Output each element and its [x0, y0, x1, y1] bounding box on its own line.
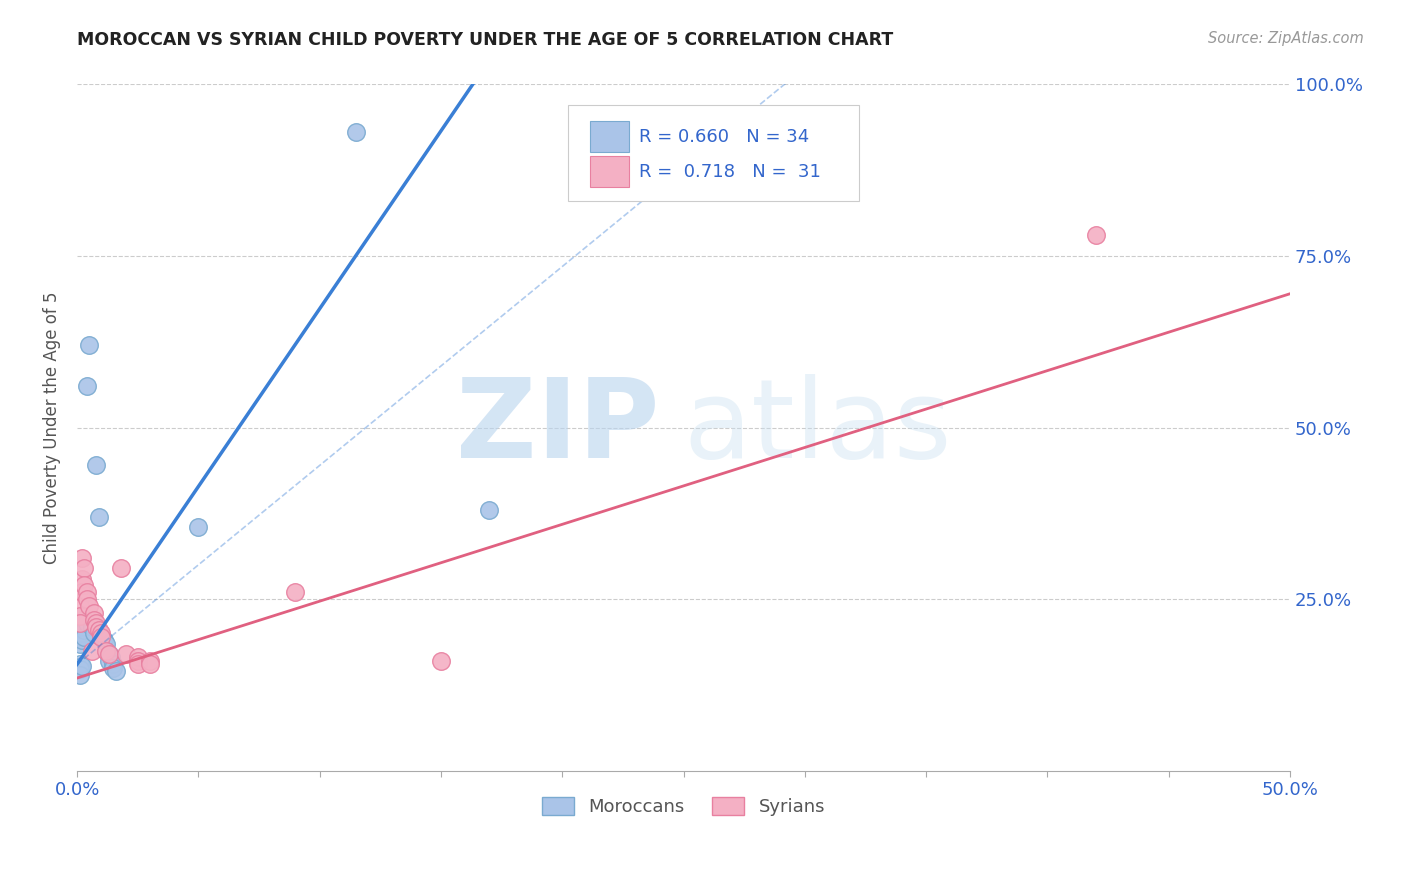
- Point: [73, 623, 96, 637]
- Point: [70, 633, 93, 648]
- Point: [90, 630, 112, 644]
- Text: ZIP: ZIP: [456, 374, 659, 481]
- Point: [76, 616, 98, 631]
- Point: [76, 585, 98, 599]
- Point: [97, 647, 120, 661]
- Point: [139, 654, 162, 668]
- Point: [127, 654, 149, 668]
- Point: [97, 647, 120, 661]
- Point: [76, 592, 98, 607]
- Point: [69, 630, 91, 644]
- Point: [69, 599, 91, 613]
- Point: [86, 619, 108, 633]
- Point: [1084, 228, 1107, 243]
- Point: [344, 126, 367, 140]
- Point: [70, 659, 93, 673]
- Point: [69, 667, 91, 681]
- Point: [70, 585, 93, 599]
- Point: [86, 458, 108, 473]
- Point: [90, 626, 112, 640]
- Point: [114, 647, 136, 661]
- Point: [104, 664, 127, 678]
- Point: [69, 616, 91, 631]
- Point: [69, 609, 91, 624]
- Legend: Moroccans, Syrians: Moroccans, Syrians: [534, 789, 832, 823]
- Point: [69, 616, 91, 631]
- Point: [96, 637, 118, 651]
- Point: [127, 657, 149, 672]
- Point: [478, 503, 501, 517]
- Point: [70, 572, 93, 586]
- Point: [69, 637, 91, 651]
- Point: [103, 661, 125, 675]
- Point: [73, 578, 96, 592]
- FancyBboxPatch shape: [591, 120, 628, 153]
- Point: [83, 613, 105, 627]
- Text: atlas: atlas: [683, 374, 952, 481]
- Point: [80, 619, 103, 633]
- Text: R =  0.718   N =  31: R = 0.718 N = 31: [638, 162, 821, 180]
- FancyBboxPatch shape: [568, 105, 859, 201]
- Text: R = 0.660   N = 34: R = 0.660 N = 34: [638, 128, 808, 145]
- Point: [73, 613, 96, 627]
- Point: [70, 609, 93, 624]
- Point: [73, 561, 96, 575]
- Point: [70, 551, 93, 566]
- Point: [73, 630, 96, 644]
- Point: [69, 662, 91, 676]
- Point: [93, 633, 115, 648]
- Point: [86, 616, 108, 631]
- Point: [83, 626, 105, 640]
- Point: [87, 509, 110, 524]
- Y-axis label: Child Poverty Under the Age of 5: Child Poverty Under the Age of 5: [44, 292, 60, 564]
- Point: [77, 599, 100, 613]
- Point: [110, 561, 132, 575]
- Point: [96, 643, 118, 657]
- Point: [70, 619, 93, 633]
- FancyBboxPatch shape: [591, 156, 628, 187]
- Point: [70, 626, 93, 640]
- Point: [430, 654, 453, 668]
- Point: [69, 657, 91, 672]
- Point: [103, 657, 125, 672]
- Point: [96, 643, 118, 657]
- Point: [100, 650, 122, 665]
- Text: Source: ZipAtlas.com: Source: ZipAtlas.com: [1208, 31, 1364, 46]
- Point: [284, 585, 307, 599]
- Point: [76, 379, 98, 393]
- Point: [77, 338, 100, 352]
- Point: [187, 520, 209, 534]
- Point: [97, 654, 120, 668]
- Point: [127, 650, 149, 665]
- Point: [90, 630, 112, 644]
- Point: [87, 623, 110, 637]
- Point: [139, 657, 162, 672]
- Text: MOROCCAN VS SYRIAN CHILD POVERTY UNDER THE AGE OF 5 CORRELATION CHART: MOROCCAN VS SYRIAN CHILD POVERTY UNDER T…: [77, 31, 894, 49]
- Point: [80, 643, 103, 657]
- Point: [83, 606, 105, 620]
